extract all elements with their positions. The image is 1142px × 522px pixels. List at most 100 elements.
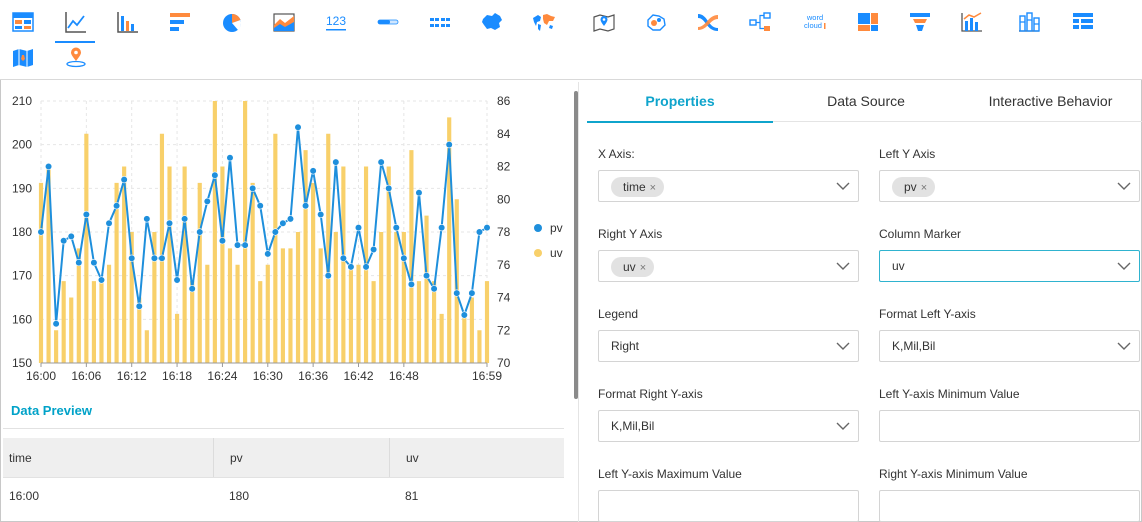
pv-point	[105, 219, 113, 227]
uv-bar	[416, 281, 422, 363]
uv-bar	[197, 182, 202, 363]
line-chart-icon[interactable]	[64, 10, 88, 34]
pv-point	[173, 276, 181, 284]
format-left-y-axis-select[interactable]: K,Mil,Bil	[879, 330, 1140, 362]
left-y-axis-select[interactable]: pv ×	[879, 170, 1140, 202]
uv-bar	[273, 133, 278, 363]
pv-point	[52, 320, 60, 328]
chevron-down-icon	[836, 422, 850, 430]
chevron-down-icon	[1117, 342, 1131, 350]
right-y-axis-select[interactable]: uv ×	[598, 250, 859, 282]
sankey-icon[interactable]	[696, 10, 720, 34]
uv-bar	[341, 166, 346, 363]
right-y-tick-label: 74	[497, 291, 511, 305]
pv-point	[75, 258, 83, 267]
pv-point	[128, 254, 136, 262]
pv-point	[324, 272, 332, 280]
pie-chart-icon[interactable]	[220, 10, 244, 34]
stacked-bar-icon[interactable]	[1017, 10, 1041, 34]
folded-map-icon[interactable]	[11, 46, 35, 70]
divider	[3, 428, 564, 429]
dual-axis-chart: 150 160 170 180 190 200 210 70 72 74 76 78 80 82 84 86 1…	[12, 94, 563, 383]
legend-label: Legend	[598, 307, 639, 321]
field-chip: pv ×	[892, 177, 936, 197]
legend-pv-marker	[534, 224, 542, 232]
pv-point	[339, 254, 347, 262]
left-y-axis-minimum-input[interactable]	[879, 410, 1140, 442]
chip-remove-icon[interactable]: ×	[639, 262, 647, 274]
area-chart-icon[interactable]	[272, 10, 296, 34]
left-y-axis-maximum-label: Left Y-axis Maximum Value	[598, 467, 742, 481]
tree-chart-icon[interactable]	[748, 10, 772, 34]
combo-chart-icon[interactable]	[960, 10, 984, 34]
right-y-tick-label: 70	[497, 356, 511, 370]
pv-point	[211, 171, 219, 179]
uv-bar	[439, 313, 444, 363]
uv-bar	[235, 264, 240, 363]
uv-bar	[46, 166, 51, 363]
uv-bar	[386, 166, 391, 363]
table-header: time pv uv	[3, 438, 564, 478]
china-map-icon[interactable]	[480, 10, 504, 34]
table-cell: 81	[405, 489, 419, 503]
pv-point	[468, 289, 476, 297]
funnel-icon[interactable]	[908, 10, 932, 34]
chip-remove-icon[interactable]: ×	[649, 182, 657, 194]
word-cloud-icon[interactable]: word cloud	[800, 10, 830, 34]
number-kpi-icon[interactable]: 123	[324, 10, 348, 34]
chevron-down-icon	[836, 182, 850, 190]
pv-point	[37, 228, 45, 236]
location-pin-icon[interactable]	[64, 46, 88, 70]
left-y-axis-maximum-input[interactable]	[598, 490, 859, 522]
tab-data-source[interactable]: Data Source	[827, 93, 905, 109]
uv-bar	[167, 166, 172, 363]
left-y-axis-minimum-label: Left Y-axis Minimum Value	[879, 387, 1020, 401]
pv-point	[90, 258, 98, 267]
right-y-tick-label: 72	[497, 323, 511, 337]
right-y-axis-minimum-input[interactable]	[879, 490, 1140, 522]
uv-bar	[227, 248, 233, 363]
pv-point	[226, 154, 234, 162]
pv-point	[400, 254, 408, 262]
tab-interactive-behavior[interactable]: Interactive Behavior	[988, 93, 1113, 109]
column-header-uv: uv	[389, 438, 564, 477]
cross-table-icon[interactable]	[1071, 10, 1095, 34]
pv-point	[354, 224, 363, 232]
bar-chart-icon[interactable]	[116, 10, 140, 34]
uv-bar	[326, 133, 331, 363]
column-marker-select[interactable]: uv	[879, 250, 1140, 282]
uv-bar	[371, 281, 376, 363]
tab-properties[interactable]: Properties	[587, 82, 773, 123]
table-chart-icon[interactable]	[11, 10, 35, 34]
uv-bar	[182, 166, 187, 363]
pv-point	[294, 123, 302, 131]
uv-bar	[318, 248, 323, 363]
pin-map-icon[interactable]	[592, 10, 616, 34]
pv-point	[203, 197, 211, 206]
right-y-tick-label: 82	[497, 160, 511, 174]
field-chip: time ×	[611, 177, 665, 197]
right-y-tick-label: 86	[497, 94, 511, 108]
legend-select[interactable]: Right	[598, 330, 859, 362]
splitter-handle[interactable]	[574, 91, 578, 399]
pv-point	[445, 141, 453, 149]
table-row: 16:00 180 81	[3, 478, 564, 514]
uv-bar	[265, 264, 270, 363]
uv-bar	[84, 133, 89, 363]
chip-remove-icon[interactable]: ×	[920, 182, 928, 194]
bubble-map-icon[interactable]	[644, 10, 668, 34]
horizontal-bar-chart-icon[interactable]	[168, 10, 192, 34]
ticker-board-icon[interactable]	[428, 10, 452, 34]
world-map-icon[interactable]	[532, 10, 556, 34]
uv-bar	[348, 264, 354, 363]
treemap-icon[interactable]	[856, 10, 880, 34]
pv-point	[135, 302, 143, 310]
uv-bar	[394, 232, 399, 363]
uv-bar	[212, 101, 217, 363]
x-tick-label: 16:24	[207, 369, 237, 383]
format-right-y-axis-select[interactable]: K,Mil,Bil	[598, 410, 859, 442]
pv-point	[407, 280, 416, 288]
progress-bar-icon[interactable]	[376, 10, 400, 34]
x-axis-select[interactable]: time ×	[598, 170, 859, 202]
pv-point	[165, 219, 174, 227]
